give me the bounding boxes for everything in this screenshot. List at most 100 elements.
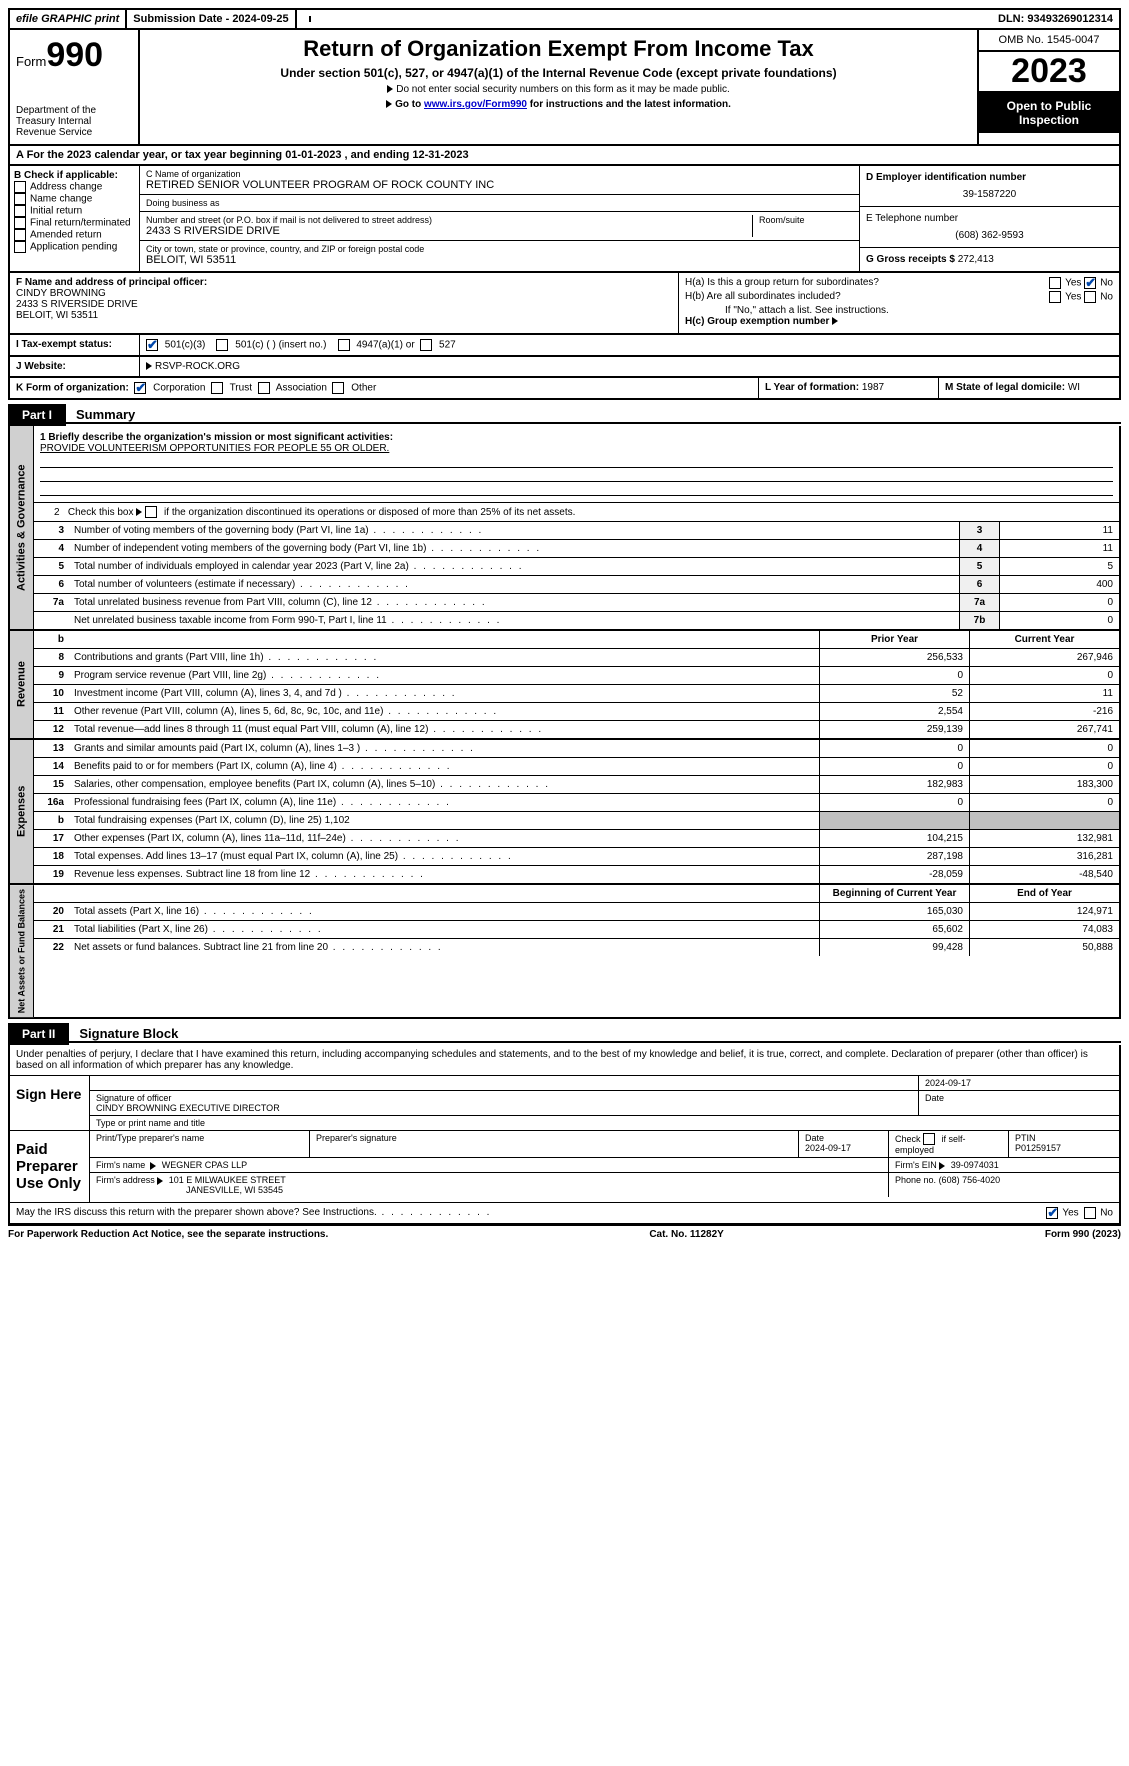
irs-link[interactable]: www.irs.gov/Form990 bbox=[424, 99, 527, 110]
checkbox[interactable] bbox=[14, 217, 26, 229]
opt-label: Other bbox=[351, 383, 376, 394]
triangle-icon bbox=[939, 1162, 945, 1170]
fh-row: F Name and address of principal officer:… bbox=[8, 273, 1121, 335]
sign-here-label: Sign Here bbox=[10, 1076, 90, 1130]
end-hdr: End of Year bbox=[969, 885, 1119, 902]
opt-label: Association bbox=[276, 383, 327, 394]
domicile-label: M State of legal domicile: bbox=[945, 382, 1065, 393]
part2-header: Part II Signature Block bbox=[8, 1023, 1121, 1045]
name-label: C Name of organization bbox=[146, 169, 853, 179]
row-a: A For the 2023 calendar year, or tax yea… bbox=[8, 146, 1121, 166]
rev-section: Revenue b Prior Year Current Year 8 Cont… bbox=[8, 631, 1121, 740]
sig-officer-label: Signature of officer bbox=[96, 1093, 912, 1103]
checkbox-checked[interactable] bbox=[1084, 277, 1096, 289]
checkbox[interactable] bbox=[145, 506, 157, 518]
rev-side-label: Revenue bbox=[10, 631, 34, 738]
firm-addr2: JANESVILLE, WI 53545 bbox=[96, 1185, 283, 1195]
firm-phone-label: Phone no. bbox=[895, 1175, 936, 1185]
line-num: 15 bbox=[34, 776, 70, 793]
prior-val: 0 bbox=[819, 794, 969, 811]
opt-label: 4947(a)(1) or bbox=[356, 340, 414, 351]
date-label: Date bbox=[919, 1091, 1119, 1115]
footer: For Paperwork Reduction Act Notice, see … bbox=[8, 1225, 1121, 1243]
checkbox[interactable] bbox=[14, 229, 26, 241]
discuss-text: May the IRS discuss this return with the… bbox=[16, 1207, 377, 1218]
hc-label: H(c) Group exemption number bbox=[685, 316, 829, 327]
prep-date: 2024-09-17 bbox=[805, 1143, 851, 1153]
checkbox-checked[interactable] bbox=[134, 382, 146, 394]
triangle-icon bbox=[157, 1177, 163, 1185]
tax-status-label: I Tax-exempt status: bbox=[10, 335, 140, 355]
line-num: 4 bbox=[34, 540, 70, 557]
city-val: BELOIT, WI 53511 bbox=[146, 254, 853, 266]
end-val: 74,083 bbox=[969, 921, 1119, 938]
line-val: 5 bbox=[999, 558, 1119, 575]
curr-val: 132,981 bbox=[969, 830, 1119, 847]
checkbox[interactable] bbox=[338, 339, 350, 351]
checkbox[interactable] bbox=[14, 181, 26, 193]
triangle-icon bbox=[146, 362, 152, 370]
line-desc: Program service revenue (Part VIII, line… bbox=[70, 667, 819, 684]
year-form-val: 1987 bbox=[862, 382, 884, 393]
checkbox[interactable] bbox=[14, 193, 26, 205]
street-val: 2433 S RIVERSIDE DRIVE bbox=[146, 225, 746, 237]
hb-label: H(b) Are all subordinates included? bbox=[685, 291, 841, 303]
self-emp: Check if self-employed bbox=[895, 1134, 966, 1156]
opt-label: Trust bbox=[230, 383, 252, 394]
checkbox[interactable] bbox=[14, 241, 26, 253]
mission-text: PROVIDE VOLUNTEERISM OPPORTUNITIES FOR P… bbox=[40, 443, 1113, 454]
checkbox[interactable] bbox=[1084, 291, 1096, 303]
checkbox[interactable] bbox=[14, 205, 26, 217]
checkbox[interactable] bbox=[420, 339, 432, 351]
checkbox[interactable] bbox=[216, 339, 228, 351]
checkbox-checked[interactable] bbox=[1046, 1207, 1058, 1219]
begin-hdr: Beginning of Current Year bbox=[819, 885, 969, 902]
gov-side-label: Activities & Governance bbox=[10, 426, 34, 629]
line-val: 400 bbox=[999, 576, 1119, 593]
form-header: Form990 Department of the Treasury Inter… bbox=[8, 30, 1121, 146]
line-desc: Total fundraising expenses (Part IX, col… bbox=[70, 812, 819, 829]
line-box: 4 bbox=[959, 540, 999, 557]
checkbox[interactable] bbox=[211, 382, 223, 394]
line-desc: Other revenue (Part VIII, column (A), li… bbox=[70, 703, 819, 720]
checkbox[interactable] bbox=[1049, 277, 1061, 289]
form-title: Return of Organization Exempt From Incom… bbox=[146, 36, 971, 62]
paid-prep-label: Paid Preparer Use Only bbox=[10, 1131, 90, 1202]
prior-val: 0 bbox=[819, 758, 969, 775]
room-label: Room/suite bbox=[759, 215, 853, 225]
curr-hdr: Current Year bbox=[969, 631, 1119, 648]
officer-city: BELOIT, WI 53511 bbox=[16, 310, 672, 321]
part2-tab: Part II bbox=[8, 1023, 69, 1045]
dept-label: Department of the Treasury Internal Reve… bbox=[16, 105, 132, 138]
city-label: City or town, state or province, country… bbox=[146, 244, 853, 254]
line-num: 14 bbox=[34, 758, 70, 775]
domicile-val: WI bbox=[1068, 382, 1080, 393]
line-num: 13 bbox=[34, 740, 70, 757]
ein-val: 39-1587220 bbox=[866, 189, 1113, 200]
gross-label: G Gross receipts $ bbox=[866, 254, 955, 265]
line-num bbox=[34, 612, 70, 629]
checkbox[interactable] bbox=[258, 382, 270, 394]
checkbox[interactable] bbox=[332, 382, 344, 394]
gov-section: Activities & Governance 1 Briefly descri… bbox=[8, 426, 1121, 631]
checkbox-checked[interactable] bbox=[146, 339, 158, 351]
line-desc: Total number of volunteers (estimate if … bbox=[70, 576, 959, 593]
checkbox[interactable] bbox=[923, 1133, 935, 1145]
curr-val: 0 bbox=[969, 667, 1119, 684]
firm-name: WEGNER CPAS LLP bbox=[162, 1160, 247, 1170]
line-box: 6 bbox=[959, 576, 999, 593]
checkbox[interactable] bbox=[1084, 1207, 1096, 1219]
omb-number: OMB No. 1545-0047 bbox=[979, 30, 1119, 52]
opt-label: 527 bbox=[439, 340, 456, 351]
exp-section: Expenses 13 Grants and similar amounts p… bbox=[8, 740, 1121, 885]
curr-val: 0 bbox=[969, 740, 1119, 757]
checkbox[interactable] bbox=[1049, 291, 1061, 303]
line-num: 8 bbox=[34, 649, 70, 666]
prior-val: 104,215 bbox=[819, 830, 969, 847]
yes-label: Yes bbox=[1065, 292, 1081, 303]
opt-label: 501(c) ( ) (insert no.) bbox=[235, 340, 326, 351]
curr-val: -48,540 bbox=[969, 866, 1119, 883]
submission-date: Submission Date - 2024-09-25 bbox=[127, 10, 296, 28]
line-desc: Number of voting members of the governin… bbox=[70, 522, 959, 539]
begin-val: 65,602 bbox=[819, 921, 969, 938]
